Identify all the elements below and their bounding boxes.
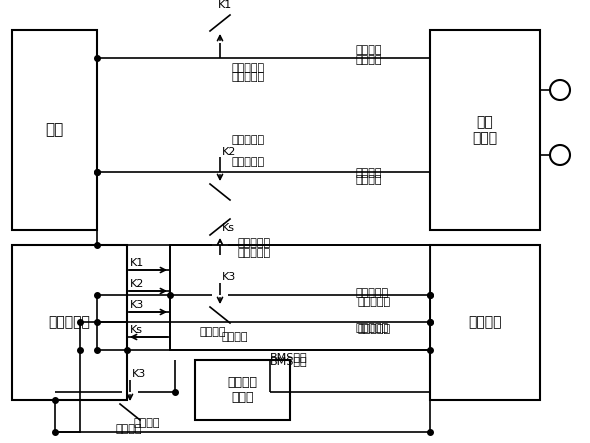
Text: 负极母线: 负极母线 <box>355 175 382 185</box>
Text: 主负继电器: 主负继电器 <box>232 135 265 145</box>
Text: 正极电源线: 正极电源线 <box>355 288 388 298</box>
Text: 负极母线: 负极母线 <box>355 168 382 178</box>
Text: 电池: 电池 <box>45 123 64 137</box>
Text: 正极电源线: 正极电源线 <box>358 297 391 307</box>
Text: 冷启动按钮: 冷启动按钮 <box>237 238 270 248</box>
Text: 冷启动按钮: 冷启动按钮 <box>238 248 271 258</box>
Bar <box>430 30 540 230</box>
Text: 电池管理器: 电池管理器 <box>48 315 90 330</box>
Text: 负极电源线: 负极电源线 <box>355 323 388 333</box>
Text: 正极母线: 正极母线 <box>355 45 382 55</box>
Text: 上正继电器: 上正继电器 <box>232 63 265 73</box>
Text: Ks: Ks <box>222 223 235 233</box>
Text: 主负继电器: 主负继电器 <box>232 157 265 167</box>
Text: 电源开关: 电源开关 <box>134 418 160 428</box>
Bar <box>12 30 97 230</box>
Text: K1: K1 <box>130 258 144 268</box>
Bar <box>12 245 127 400</box>
Text: K3: K3 <box>130 300 144 310</box>
Bar <box>170 245 430 350</box>
Text: BMS供电: BMS供电 <box>270 356 307 366</box>
Text: K2: K2 <box>130 279 145 289</box>
Text: 上正继电器: 上正继电器 <box>232 72 265 82</box>
Text: K3: K3 <box>222 272 236 282</box>
Text: 电源开关: 电源开关 <box>115 424 142 434</box>
Text: 负极电源线: 负极电源线 <box>358 324 391 334</box>
Text: K2: K2 <box>222 147 237 157</box>
Text: 双向
变流器: 双向 变流器 <box>473 115 497 145</box>
Text: 电源开关: 电源开关 <box>222 332 248 342</box>
Text: 电源模块: 电源模块 <box>468 315 502 330</box>
Text: 电源开关: 电源开关 <box>200 327 227 337</box>
Text: 工作指示
灯模块: 工作指示 灯模块 <box>228 376 257 404</box>
Text: 正极母线: 正极母线 <box>355 55 382 65</box>
Text: K3: K3 <box>132 369 146 379</box>
Bar <box>430 245 540 400</box>
Bar <box>195 360 290 420</box>
Text: K1: K1 <box>218 0 232 10</box>
Text: BMS供电: BMS供电 <box>270 352 307 362</box>
Text: Ks: Ks <box>130 325 143 335</box>
